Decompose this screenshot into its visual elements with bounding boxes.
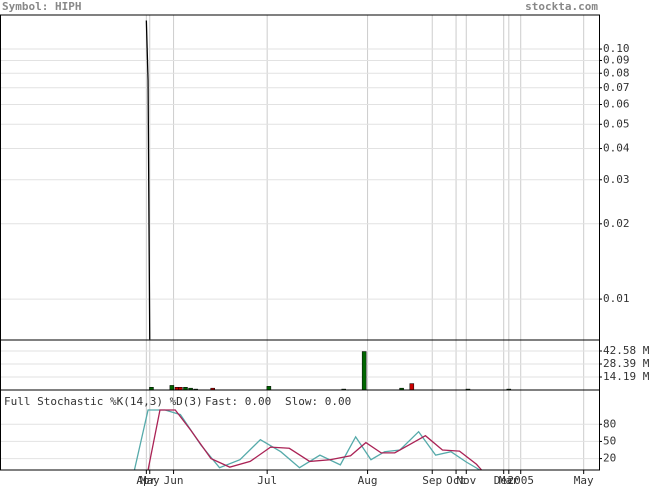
y-tick-label: 0.01 <box>603 292 630 305</box>
y-tick-label: 0.05 <box>603 117 630 130</box>
y-tick-label: 50 <box>603 434 616 447</box>
y-tick-label: 20 <box>603 452 616 465</box>
y-tick-label: 0.06 <box>603 98 630 111</box>
site: stockta.com <box>525 0 598 13</box>
y-tick-label: 0.08 <box>603 66 630 79</box>
x-tick-label: Jul <box>257 474 277 486</box>
y-tick-label: 42.58 M <box>603 344 650 357</box>
y-tick-label: 0.03 <box>603 173 630 186</box>
x-tick-label: May <box>574 474 594 486</box>
x-tick-label: Mar <box>499 474 519 486</box>
stoch-title: Full Stochastic %K(14,3) %D(3) <box>4 395 203 408</box>
y-tick-label: 28.39 M <box>603 357 650 370</box>
volume-bar <box>361 351 367 391</box>
x-tick-label: 2005 <box>507 474 534 486</box>
x-tick-label: Apr <box>136 474 156 486</box>
y-tick-label: 0.10 <box>603 42 630 55</box>
legend-fast: Fast: 0.00 <box>205 395 271 408</box>
x-tick-label: Sep <box>422 474 442 486</box>
symbol: Symbol: HIPH <box>2 0 81 13</box>
volume-bar <box>266 386 272 391</box>
legend-slow: Slow: 0.00 <box>285 395 351 408</box>
volume-bar <box>409 383 415 391</box>
y-tick-label: 0.04 <box>603 142 630 155</box>
y-tick-label: 0.09 <box>603 53 630 66</box>
volume-bar <box>169 385 175 391</box>
x-tick-label: Dec <box>494 474 514 486</box>
x-tick-label: May <box>140 474 160 486</box>
panel-frame <box>0 389 600 471</box>
x-tick-label: Oct <box>446 474 466 486</box>
x-tick-label: Aug <box>358 474 378 486</box>
y-tick-label: 14.19 M <box>603 370 650 383</box>
y-tick-label: 0.07 <box>603 81 630 94</box>
series-line <box>147 409 483 471</box>
series-line <box>145 20 151 340</box>
y-tick-label: 0.02 <box>603 217 630 230</box>
y-tick-label: 80 <box>603 417 616 430</box>
x-tick-label: Nov <box>456 474 476 486</box>
panels: 0.100.090.08 0.07 0.06 0.05 0.04 0.03 0.02 0.01… <box>0 14 650 486</box>
x-tick-label: Jun <box>164 474 184 486</box>
